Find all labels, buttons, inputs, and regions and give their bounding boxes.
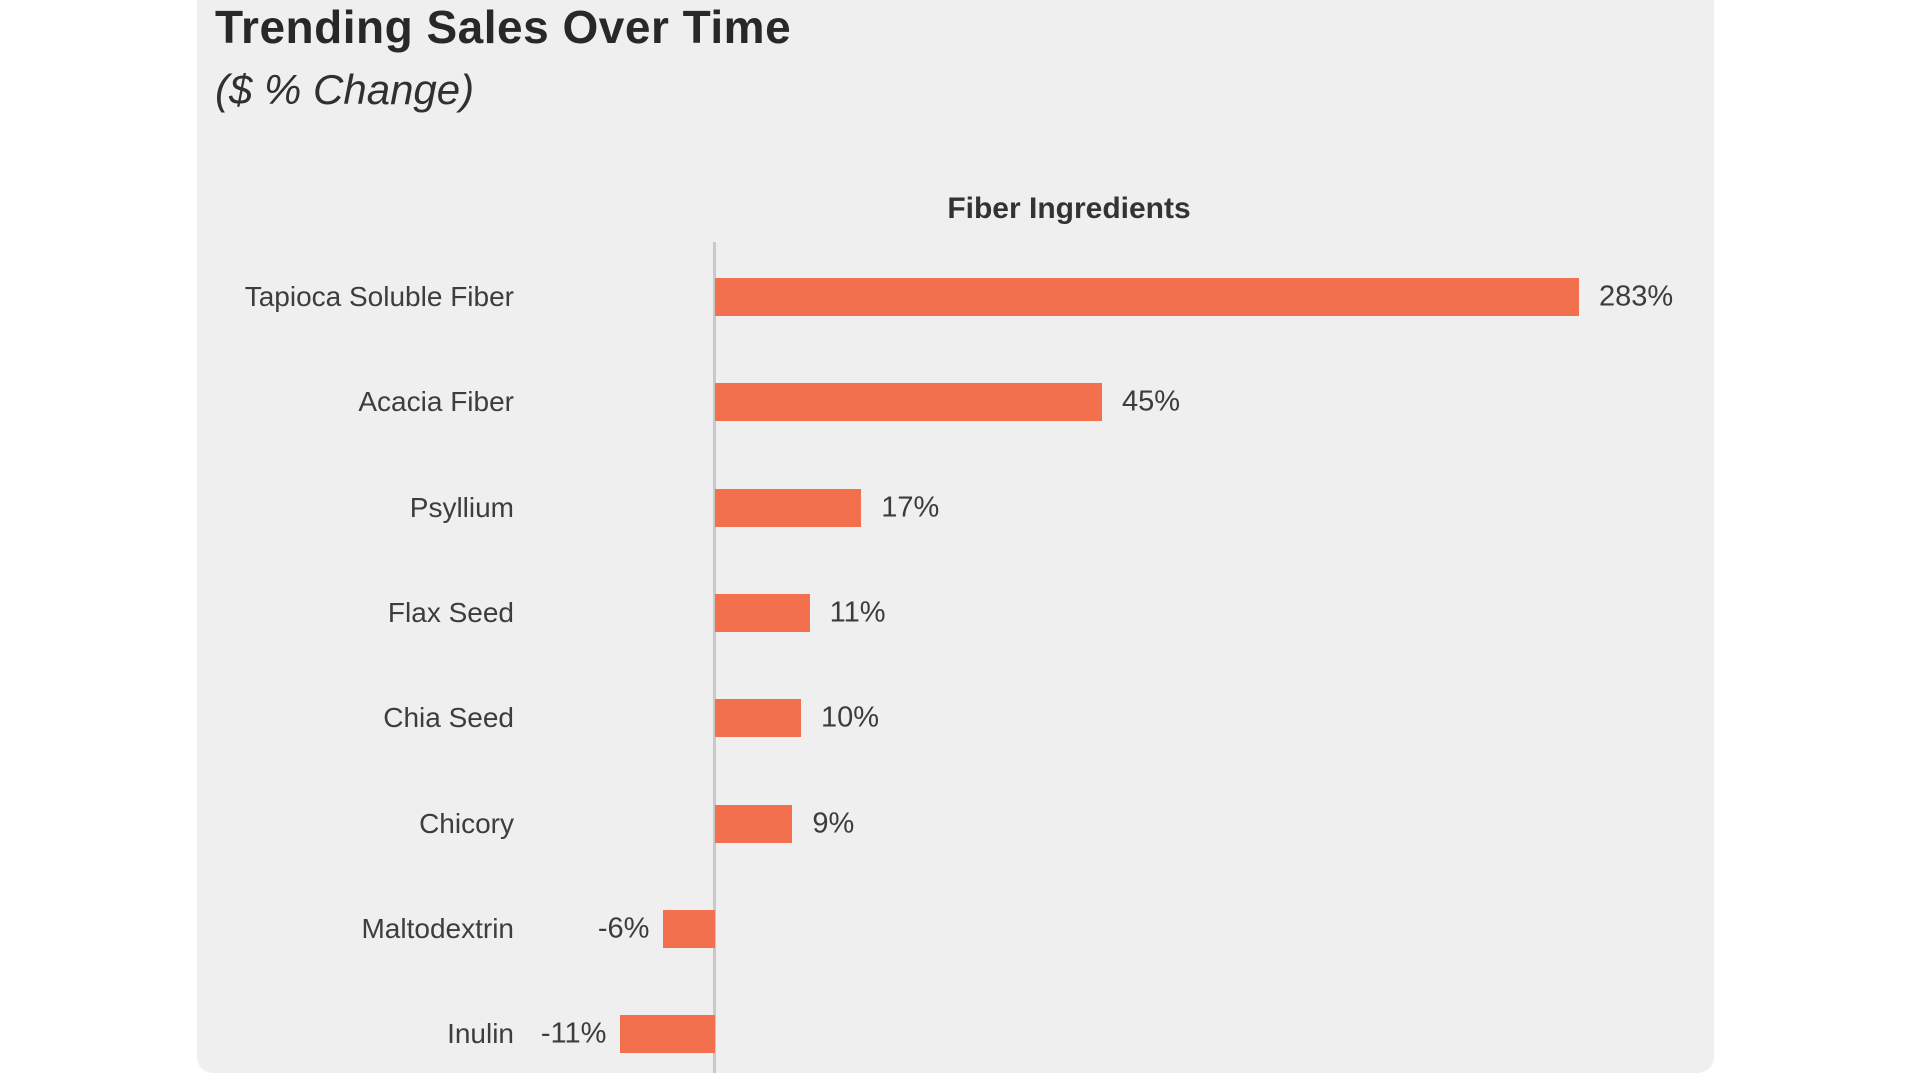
value-label: 283% [1599,280,1674,313]
category-label: Chicory [419,807,514,839]
category-label: Maltodextrin [361,912,514,944]
bar [715,488,862,527]
value-label: 17% [881,491,940,524]
value-label: 45% [1122,385,1181,418]
bar [715,593,810,632]
bar [715,699,801,738]
category-label: Chia Seed [383,702,514,734]
value-label: 11% [829,596,886,629]
bar [663,909,715,948]
category-label: Psyllium [409,491,514,523]
page-title: Trending Sales Over Time [215,1,792,53]
page-subtitle: ($ % Change) [215,66,475,113]
chart-panel: Trending Sales Over Time ($ % Change) Fi… [197,0,1714,1073]
value-label: -11% [540,1017,607,1050]
category-label: Acacia Fiber [358,386,514,418]
value-label: 10% [821,701,880,734]
value-label: 9% [812,807,855,839]
category-label: Tapioca Soluble Fiber [244,281,514,312]
category-label: Flax Seed [387,596,514,628]
bar [620,1015,715,1054]
y-axis-line [713,242,716,1073]
chart-axis-title: Fiber Ingredients [947,192,1191,225]
category-label: Inulin [447,1018,514,1050]
bar [715,278,1579,316]
bar [715,383,1102,422]
value-label: -6% [597,912,650,945]
bar [715,804,793,843]
